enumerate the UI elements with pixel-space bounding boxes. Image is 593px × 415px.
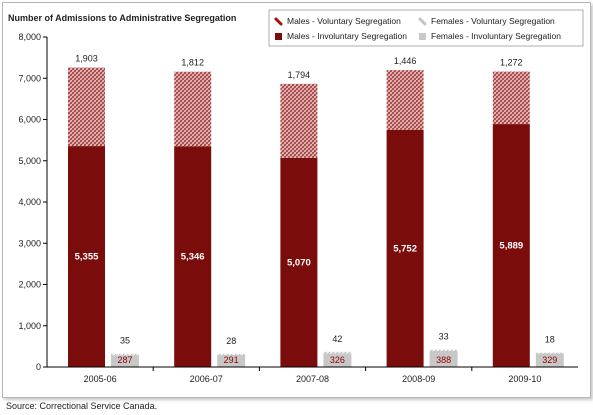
bar-males-voluntary xyxy=(280,83,318,158)
data-label-males-voluntary: 1,903 xyxy=(75,54,98,64)
y-tick-label: 8,000 xyxy=(18,32,41,42)
legend: Males - Voluntary Segregation Females - V… xyxy=(268,9,584,47)
y-tick-label: 4,000 xyxy=(18,197,41,207)
data-label-females-voluntary: 35 xyxy=(120,336,130,346)
bar-females-voluntary xyxy=(535,352,564,354)
y-tick-label: 1,000 xyxy=(18,321,41,331)
bar-females-involuntary xyxy=(323,353,352,367)
bar-females-involuntary xyxy=(111,355,139,367)
stripe-mark xyxy=(418,17,427,26)
dark-red-square-icon xyxy=(275,33,282,40)
bar-females-voluntary xyxy=(111,353,139,356)
bar-males-voluntary xyxy=(386,70,424,130)
bar-males-voluntary xyxy=(492,71,530,125)
data-label-males-involuntary: 5,070 xyxy=(287,257,311,268)
data-label-males-involuntary: 5,346 xyxy=(181,252,205,263)
data-label-females-involuntary: 326 xyxy=(330,355,345,365)
data-label-males-voluntary: 1,794 xyxy=(288,70,311,80)
y-tick-label: 2,000 xyxy=(18,280,41,290)
bar-males-involuntary xyxy=(68,146,105,367)
data-label-males-involuntary: 5,752 xyxy=(393,243,417,254)
x-tick-label: 2005-06 xyxy=(84,374,117,384)
data-label-females-involuntary: 329 xyxy=(542,355,557,365)
x-tick-label: 2009-10 xyxy=(508,374,541,384)
data-label-females-involuntary: 287 xyxy=(117,355,132,365)
data-label-males-voluntary: 1,812 xyxy=(181,58,204,68)
y-tick-label: 0 xyxy=(36,362,41,372)
square-mark xyxy=(419,33,426,40)
data-label-females-voluntary: 28 xyxy=(226,336,236,346)
bar-females-involuntary xyxy=(429,350,458,367)
bar-males-involuntary xyxy=(280,157,318,367)
chart-svg: Number of Admissions to Administrative S… xyxy=(8,9,584,384)
bar-males-voluntary xyxy=(174,71,212,147)
bar-females-voluntary xyxy=(323,351,352,354)
data-label-females-voluntary: 33 xyxy=(439,332,449,342)
gray-stripe-icon xyxy=(418,17,427,26)
x-tick-label: 2007-08 xyxy=(296,374,329,384)
y-tick-label: 5,000 xyxy=(18,156,41,166)
y-tick-label: 3,000 xyxy=(18,238,41,248)
chart-title: Number of Admissions to Administrative S… xyxy=(8,13,236,23)
square-mark xyxy=(275,33,282,40)
bar-males-involuntary xyxy=(386,129,424,367)
legend-label: Males - Voluntary Segregation xyxy=(287,16,401,26)
red-stripe-icon xyxy=(274,17,283,26)
x-tick-label: 2006-07 xyxy=(190,374,223,384)
y-tick-label: 7,000 xyxy=(18,73,41,83)
y-tick-label: 6,000 xyxy=(18,115,41,125)
legend-label: Females - Voluntary Segregation xyxy=(431,16,555,26)
bars: 5,355 1,903 287 35 5,346 1,812 291 28 5,070 1,794… xyxy=(68,54,564,367)
bar-females-involuntary xyxy=(217,354,246,367)
data-label-females-voluntary: 42 xyxy=(332,334,342,344)
bar-males-involuntary xyxy=(174,146,212,367)
source-note: Source: Correctional Service Canada. xyxy=(6,401,158,411)
bar-females-voluntary xyxy=(217,353,246,355)
data-label-males-voluntary: 1,272 xyxy=(500,58,523,68)
data-label-males-involuntary: 5,889 xyxy=(499,241,523,252)
chart-frame: Number of Admissions to Administrative S… xyxy=(2,2,591,398)
legend-label: Males - Involuntary Segregation xyxy=(287,31,407,41)
gray-square-icon xyxy=(419,33,426,40)
x-axis: 2005-06 2006-07 2007-08 2008-09 2009-10 xyxy=(47,366,578,384)
stripe-mark xyxy=(274,17,283,26)
bar-females-voluntary xyxy=(429,349,458,351)
bar-males-voluntary xyxy=(68,67,105,147)
bar-males-involuntary xyxy=(492,124,530,367)
data-label-females-voluntary: 18 xyxy=(545,335,555,345)
y-axis: 0 1,000 2,000 3,000 4,000 5,000 6,000 7,000 8,00… xyxy=(18,32,48,372)
data-label-females-involuntary: 291 xyxy=(224,355,239,365)
x-tick-label: 2008-09 xyxy=(402,374,435,384)
data-label-females-involuntary: 388 xyxy=(436,355,451,365)
bar-females-involuntary xyxy=(535,353,564,367)
legend-label: Females - Involuntary Segregation xyxy=(431,31,561,41)
data-label-males-voluntary: 1,446 xyxy=(394,56,417,66)
data-label-males-involuntary: 5,355 xyxy=(75,252,99,263)
